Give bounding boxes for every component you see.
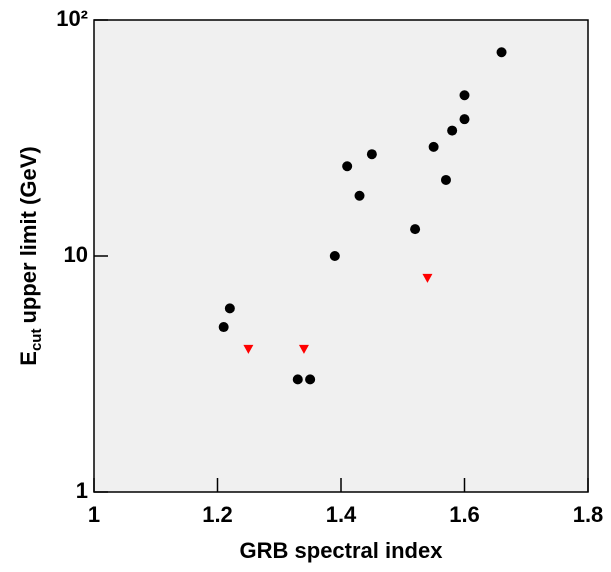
y-tick-label: 10 — [64, 242, 88, 267]
x-tick-label: 1 — [88, 502, 100, 527]
x-tick-label: 1.8 — [573, 502, 604, 527]
y-label-main: E — [16, 351, 41, 366]
y-label-rest: upper limit (GeV) — [16, 146, 41, 323]
point — [354, 190, 365, 201]
point — [459, 114, 470, 125]
y-label-sub: cut — [28, 329, 45, 352]
point — [224, 303, 235, 314]
point — [410, 224, 421, 235]
point — [292, 374, 303, 385]
point — [366, 149, 377, 160]
upper-limit — [298, 344, 309, 354]
point — [329, 251, 340, 261]
upper-limit — [243, 344, 254, 354]
point — [218, 322, 229, 333]
plot-area — [93, 19, 589, 493]
x-tick-label: 1.6 — [449, 502, 480, 527]
point — [496, 47, 507, 58]
upper-limit — [422, 273, 433, 283]
y-axis-label: Ecut upper limit (GeV) — [16, 146, 45, 365]
point — [428, 141, 439, 152]
x-tick-label: 1.2 — [202, 502, 233, 527]
y-tick-label: 10² — [56, 6, 88, 31]
point — [440, 174, 451, 185]
x-axis-label: GRB spectral index — [240, 538, 444, 563]
y-tick-label: 1 — [76, 478, 88, 503]
x-tick-label: 1.4 — [326, 502, 357, 527]
point — [459, 90, 470, 101]
point — [447, 125, 458, 136]
point — [305, 374, 316, 385]
point — [342, 161, 353, 172]
